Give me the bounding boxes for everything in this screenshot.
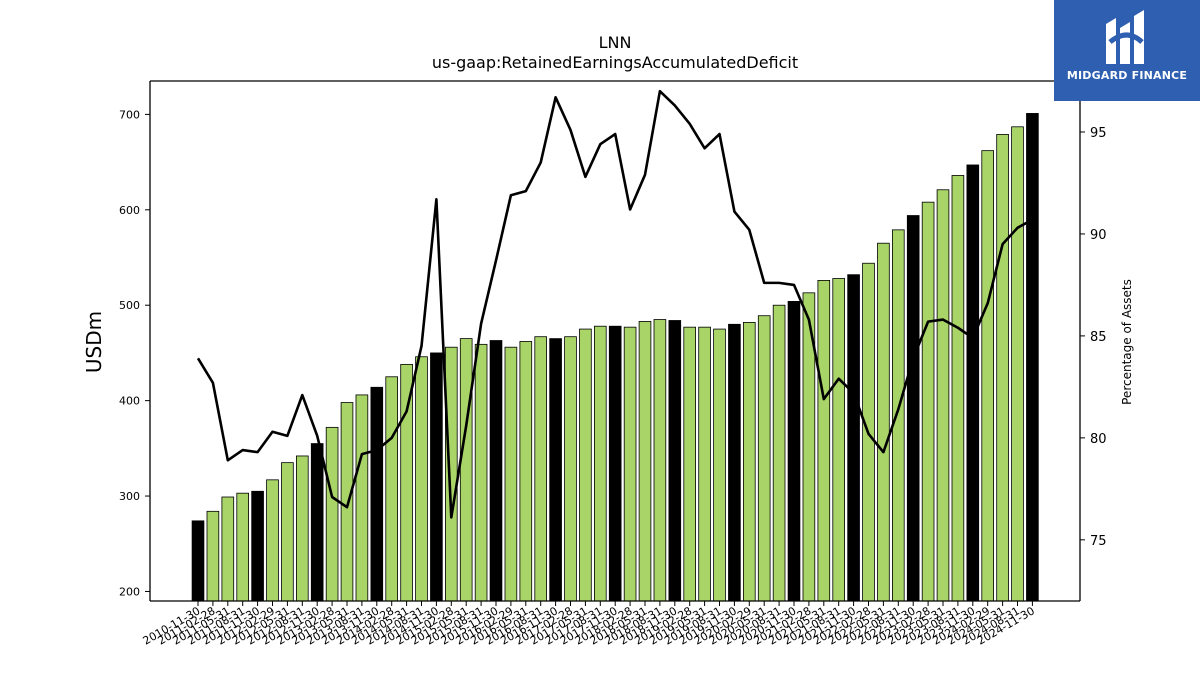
bar-2022-08-31: [892, 229, 905, 602]
bar-2011-08-31: [236, 492, 250, 602]
y2-tick-label: 95: [1090, 126, 1107, 141]
y2-tick-label: 85: [1090, 330, 1107, 345]
bar-2010-11-30: [191, 520, 205, 602]
bar-2013-08-31: [355, 394, 369, 602]
bar-2020-11-30: [787, 300, 801, 602]
bar-2012-11-30: [310, 443, 324, 602]
brand-logo-text: MIDGARD FINANCE: [1066, 69, 1188, 82]
ticks-group: 20030040050060070075808590952010-11-3020…: [119, 108, 1107, 647]
bar-2019-08-31: [713, 328, 726, 602]
y-axis-label: USDm: [82, 311, 106, 373]
bar-2018-08-31: [653, 319, 667, 602]
bar-2017-05-31: [579, 328, 592, 602]
bar-2011-11-30: [251, 490, 264, 602]
bar-2018-02-28: [623, 326, 637, 602]
y-tick-label: 700: [119, 108, 140, 121]
bar-2024-08-31: [1011, 126, 1024, 602]
bar-2015-11-30: [489, 340, 503, 602]
y-tick-label: 500: [119, 299, 140, 312]
bar-2023-05-31: [936, 189, 950, 602]
bar-2017-08-31: [594, 325, 607, 602]
bar-2011-05-31: [221, 496, 235, 602]
bar-2023-11-30: [966, 164, 980, 602]
chart-title: LNN: [599, 33, 632, 52]
bar-2016-08-31: [534, 336, 547, 602]
bar-2024-02-29: [981, 150, 994, 602]
bar-2015-05-31: [459, 338, 473, 602]
bar-2018-11-30: [668, 320, 682, 602]
bar-2020-08-31: [772, 304, 786, 602]
bar-2016-05-31: [519, 341, 533, 602]
bar-2018-05-31: [638, 321, 652, 602]
bar-2019-05-31: [698, 326, 711, 602]
bar-2013-11-30: [370, 386, 384, 602]
percentage-of-assets-line: [196, 89, 1034, 519]
y-tick-label: 300: [119, 490, 140, 503]
bar-2017-02-28: [564, 336, 577, 602]
bar-2012-08-31: [295, 455, 309, 602]
y-tick-label: 200: [119, 585, 140, 598]
bar-2012-05-31: [281, 462, 294, 602]
y2-tick-label: 90: [1090, 228, 1107, 243]
y-tick-label: 400: [119, 395, 140, 408]
bar-2014-08-31: [415, 356, 428, 602]
bar-2021-11-30: [847, 274, 860, 602]
bar-2014-02-28: [385, 376, 398, 602]
bar-2020-05-31: [757, 315, 771, 602]
bar-2015-02-28: [444, 346, 458, 602]
chart-subtitle: us-gaap:RetainedEarningsAccumulatedDefic…: [432, 53, 798, 72]
bar-2016-02-29: [504, 346, 518, 602]
bar-2016-11-30: [549, 338, 562, 602]
y2-tick-label: 75: [1090, 534, 1107, 549]
bar-2019-02-28: [683, 326, 696, 602]
brand-logo-icon: [1106, 10, 1144, 64]
bars-group: [191, 113, 1039, 602]
bar-2012-02-29: [266, 479, 279, 602]
bar-2020-02-29: [743, 321, 756, 602]
line-layer: [196, 89, 1034, 519]
y2-tick-label: 80: [1090, 432, 1107, 447]
bar-2024-11-30: [1026, 113, 1039, 602]
bar-2015-08-31: [474, 343, 488, 602]
brand-logo: MIDGARD FINANCE: [1054, 0, 1200, 101]
bar-2022-05-31: [877, 242, 890, 602]
bar-2019-11-30: [728, 323, 741, 602]
bar-2017-11-30: [608, 325, 622, 602]
bar-2014-05-31: [400, 363, 413, 602]
bar-2023-08-31: [951, 175, 965, 602]
bar-2013-02-28: [325, 426, 339, 602]
bar-2011-02-28: [206, 510, 220, 602]
bar-2014-11-30: [430, 352, 443, 602]
bar-2021-08-31: [832, 278, 845, 602]
bar-2023-02-28: [921, 201, 935, 602]
bar-2013-05-31: [340, 402, 354, 602]
y-tick-label: 600: [119, 204, 140, 217]
y2-axis-label: Percentage of Assets: [1120, 279, 1134, 405]
bar-2022-11-30: [906, 215, 920, 602]
bar-2021-05-31: [817, 280, 831, 602]
bar-2024-05-31: [996, 134, 1009, 602]
